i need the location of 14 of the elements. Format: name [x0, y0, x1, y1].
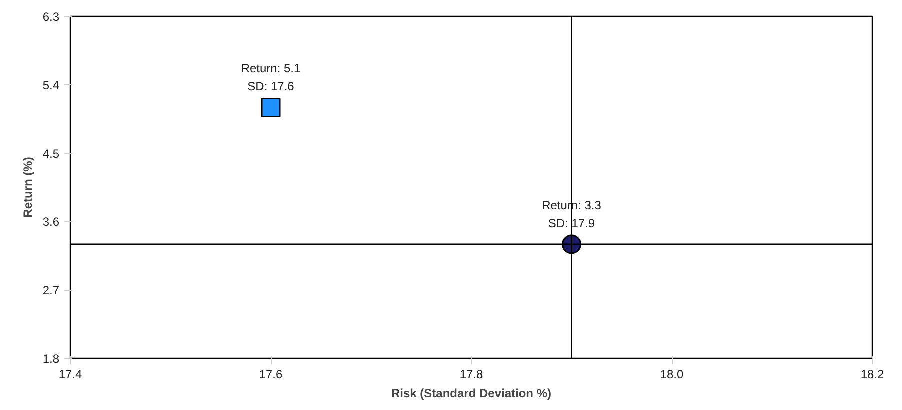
x-tick-label: 17.8 — [460, 368, 484, 382]
data-label: Return: 5.1 SD: 17.6 — [241, 62, 302, 94]
x-tick-label: 17.4 — [58, 368, 83, 382]
x-axis-title: Risk (Standard Deviation %) — [391, 386, 552, 400]
y-tick-label: 6.3 — [42, 10, 60, 24]
x-tick-label: 17.6 — [259, 368, 284, 382]
y-tick-label: 2.7 — [42, 284, 60, 298]
y-tick-label: 5.4 — [42, 78, 60, 92]
x-tick-label: 18.0 — [660, 368, 684, 382]
y-tick-label: 1.8 — [42, 352, 60, 366]
x-tick-label: 18.2 — [860, 368, 885, 382]
y-axis-title: Return (%) — [20, 157, 35, 218]
y-tick-label: 4.5 — [42, 146, 60, 161]
y-tick-label: 3.6 — [42, 215, 60, 230]
